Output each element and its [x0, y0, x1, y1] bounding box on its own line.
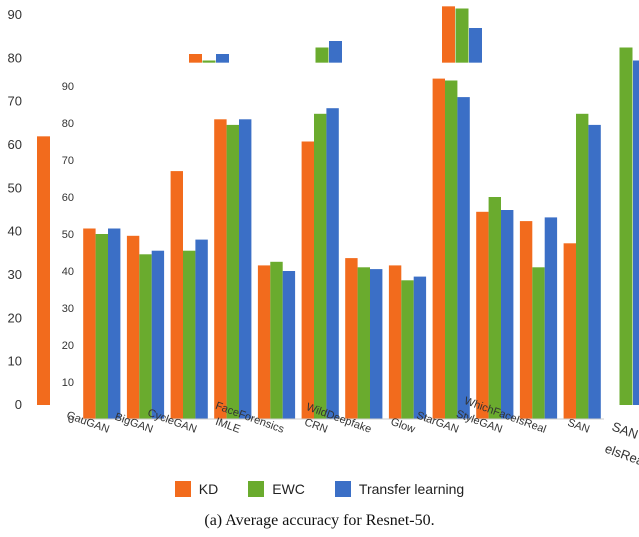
- inner-y-tick-40: 40: [62, 266, 74, 278]
- bar-cyclegan-transfer-learning: [195, 239, 208, 419]
- outer-fragment-imle-transfer-learning: [216, 54, 229, 63]
- outer-fragment-stargan-kd: [442, 6, 455, 63]
- bar-glow-kd: [388, 265, 402, 419]
- x-tick-san: SAN: [566, 417, 591, 436]
- bar-stylegan-kd: [476, 211, 489, 419]
- bar-faceforensics-transfer-learning: [282, 271, 296, 419]
- bar-imle-ewc: [226, 124, 239, 420]
- inner-y-tick-70: 70: [62, 155, 74, 167]
- outer-y-tick-10: 10: [8, 354, 22, 369]
- outer-y-tick-30: 30: [8, 267, 22, 282]
- bar-biggan-ewc: [139, 254, 152, 419]
- outer-fragment-imle-ewc: [202, 60, 216, 63]
- inner-y-tick-50: 50: [62, 229, 74, 241]
- figure-caption: (a) Average accuracy for Resnet-50.: [204, 512, 435, 529]
- legend: KD EWC Transfer learning: [0, 481, 639, 497]
- outer-fragment-stargan-ewc: [455, 8, 469, 63]
- bar-wilddeepfake-kd: [345, 258, 358, 419]
- legend-label-kd: KD: [198, 481, 219, 497]
- bar-wilddeepfake-ewc: [357, 267, 370, 419]
- bar-stylegan-ewc: [488, 197, 501, 419]
- bar-crn-ewc: [314, 113, 327, 420]
- outer-y-tick-80: 80: [8, 50, 22, 65]
- outer-y-tick-0: 0: [15, 397, 22, 412]
- bar-glow-transfer-learning: [413, 276, 427, 419]
- outer-fragment-crn-ewc: [315, 47, 329, 63]
- bar-whichfaceisreal-kd: [519, 221, 533, 419]
- outer-label-san: SAN: [610, 419, 639, 442]
- inner-y-tick-0: 0: [68, 414, 74, 426]
- outer-y-tick-90: 90: [8, 7, 22, 22]
- bar-glow-ewc: [401, 280, 414, 420]
- legend-label-ewc: EWC: [272, 481, 305, 497]
- inner-y-tick-60: 60: [62, 192, 74, 204]
- bar-whichfaceisreal-ewc: [532, 267, 545, 419]
- bar-san-ewc: [576, 113, 589, 420]
- outer-y-tick-70: 70: [8, 94, 22, 109]
- overlapped-outer-chart-fragments: [37, 6, 639, 406]
- bar-cyclegan-kd: [170, 171, 183, 419]
- inner-y-tick-80: 80: [62, 118, 74, 130]
- outer-label-elsreal: elsReal: [603, 441, 639, 470]
- legend-swatch-kd: [174, 481, 191, 497]
- bar-faceforensics-ewc: [270, 261, 283, 420]
- bar-stylegan-transfer-learning: [501, 210, 514, 419]
- bar-imle-kd: [214, 119, 227, 420]
- legend-swatch-transfer-learning: [334, 481, 351, 497]
- bar-faceforensics-kd: [257, 265, 271, 419]
- outer-y-tick-60: 60: [8, 137, 22, 152]
- legend-item-kd: KD: [174, 481, 219, 497]
- bar-gaugan-ewc: [95, 234, 108, 419]
- legend-item-transfer-learning: Transfer learning: [334, 481, 465, 497]
- bar-crn-transfer-learning: [326, 108, 339, 419]
- outer-fragment-san-transfer-learning: [633, 60, 639, 405]
- bar-biggan-kd: [126, 235, 140, 419]
- inner-y-tick-20: 20: [62, 340, 74, 352]
- bar-gaugan-transfer-learning: [108, 228, 121, 419]
- bar-gaugan-kd: [83, 228, 96, 419]
- bar-stargan-kd: [432, 78, 445, 419]
- outer-y-axis-ticks: 0 10 20 30 40 50 60 70 80 90: [8, 7, 22, 412]
- outer-y-tick-20: 20: [8, 310, 22, 325]
- outer-fragment-imle-kd: [189, 54, 202, 63]
- outer-partial-bar-kd: [37, 136, 50, 406]
- bar-san-transfer-learning: [588, 124, 601, 420]
- bar-san-kd: [563, 243, 576, 420]
- inner-y-tick-30: 30: [62, 303, 74, 315]
- outer-fragment-stargan-transfer-learning: [469, 28, 482, 63]
- inner-y-tick-10: 10: [62, 377, 74, 389]
- outer-y-tick-50: 50: [8, 180, 22, 195]
- legend-swatch-ewc: [248, 481, 265, 497]
- bar-crn-kd: [301, 141, 314, 419]
- bar-biggan-transfer-learning: [151, 250, 165, 419]
- outer-y-tick-40: 40: [8, 224, 22, 239]
- inner-y-tick-90: 90: [62, 81, 74, 93]
- legend-label-transfer-learning: Transfer learning: [358, 481, 465, 497]
- bar-stargan-transfer-learning: [457, 97, 470, 419]
- bars: [83, 78, 601, 420]
- bar-stargan-ewc: [445, 80, 458, 419]
- inner-y-axis-ticks: 0 10 20 30 40 50 60 70 80 90: [62, 81, 74, 426]
- bar-cyclegan-ewc: [183, 250, 196, 419]
- outer-fragment-san-ewc: [619, 47, 633, 405]
- bar-wilddeepfake-transfer-learning: [370, 269, 383, 419]
- bar-imle-transfer-learning: [239, 119, 252, 420]
- outer-fragment-crn-transfer-learning: [329, 41, 342, 63]
- bar-whichfaceisreal-transfer-learning: [544, 217, 558, 419]
- legend-item-ewc: EWC: [248, 481, 305, 497]
